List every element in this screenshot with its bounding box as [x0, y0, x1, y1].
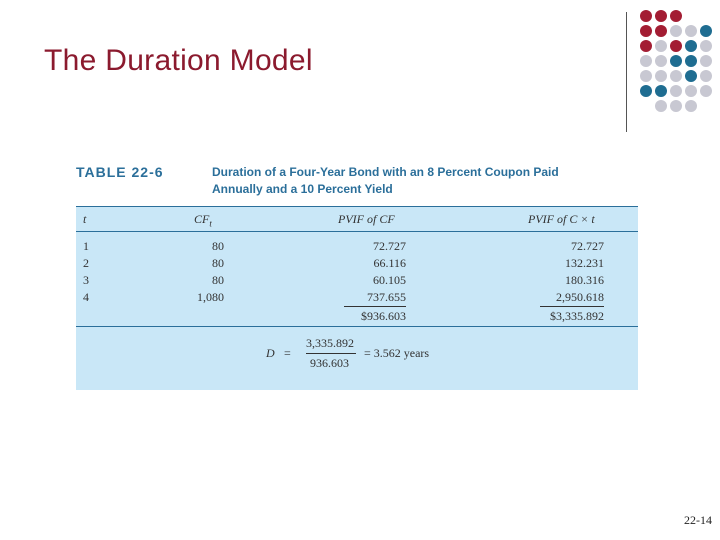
formula-equals: =	[284, 346, 291, 360]
pvif-cf-sum-rule	[344, 306, 406, 307]
slide-title: The Duration Model	[44, 44, 313, 77]
row-1-cf: 80	[212, 239, 224, 253]
decor-dot	[670, 70, 682, 82]
decor-dot	[685, 55, 697, 67]
header-cf-label: CF	[194, 212, 210, 226]
decor-dot	[655, 70, 667, 82]
header-cf: CFt	[194, 212, 212, 228]
decor-dot	[655, 10, 667, 22]
decor-dot	[670, 40, 682, 52]
decor-dot	[670, 55, 682, 67]
decor-dot	[685, 100, 697, 112]
decorative-divider	[626, 12, 627, 132]
decor-dot	[685, 85, 697, 97]
decor-dot	[700, 25, 712, 37]
decor-dot	[700, 70, 712, 82]
table-header: TABLE 22-6 Duration of a Four-Year Bond …	[76, 164, 636, 204]
totals-rule	[76, 326, 638, 327]
row-4-t: 4	[83, 290, 89, 304]
decor-dot	[685, 40, 697, 52]
page-number: 22-14	[684, 513, 712, 527]
row-2-t: 2	[83, 256, 89, 270]
total-pvif-cf: $936.603	[361, 309, 406, 323]
decor-dot	[640, 40, 652, 52]
formula-denominator: 936.603	[310, 356, 349, 370]
decor-dot	[640, 10, 652, 22]
decor-dot	[655, 85, 667, 97]
decor-dot	[670, 25, 682, 37]
row-3-cf: 80	[212, 273, 224, 287]
decor-dot	[655, 55, 667, 67]
row-1-t: 1	[83, 239, 89, 253]
row-2-pvif-cf: 66.116	[373, 256, 406, 270]
row-3-pvif-cf: 60.105	[373, 273, 406, 287]
decor-dot	[700, 40, 712, 52]
row-2-pvif-ct: 132.231	[565, 256, 604, 270]
decor-dot	[670, 100, 682, 112]
formula-result: = 3.562 years	[364, 346, 430, 360]
decor-dot	[670, 10, 682, 22]
row-4-cf: 1,080	[197, 290, 224, 304]
header-rule	[76, 231, 638, 232]
fraction-bar	[306, 353, 356, 354]
row-1-pvif-ct: 72.727	[571, 239, 604, 253]
decor-dot	[655, 100, 667, 112]
header-pvif-ct: PVIF of C × t	[528, 212, 595, 226]
decor-dot	[685, 25, 697, 37]
header-pvif-cf: PVIF of CF	[338, 212, 395, 226]
decor-dot	[655, 40, 667, 52]
row-3-pvif-ct: 180.316	[565, 273, 604, 287]
pvif-ct-sum-rule	[540, 306, 604, 307]
row-4-pvif-ct: 2,950.618	[556, 290, 604, 304]
decor-dot	[655, 25, 667, 37]
header-t: t	[83, 212, 87, 226]
decor-dot	[640, 55, 652, 67]
decor-dot	[640, 70, 652, 82]
decor-dot	[700, 55, 712, 67]
table-number: TABLE 22-6	[76, 164, 164, 180]
table-caption-line-2: Annually and a 10 Percent Yield	[212, 182, 393, 196]
total-pvif-ct: $3,335.892	[550, 309, 604, 323]
decor-dot	[685, 70, 697, 82]
row-2-cf: 80	[212, 256, 224, 270]
decor-dot	[670, 85, 682, 97]
header-cf-subscript: t	[209, 218, 212, 229]
table-top-rule	[76, 206, 638, 207]
decor-dot	[640, 85, 652, 97]
table-caption: Duration of a Four-Year Bond with an 8 P…	[212, 164, 642, 198]
row-4-pvif-cf: 737.655	[367, 290, 406, 304]
formula-numerator: 3,335.892	[306, 336, 354, 350]
duration-table: t CFt PVIF of CF PVIF of C × t 1 80 72.7…	[76, 206, 638, 390]
decor-dot	[700, 85, 712, 97]
row-3-t: 3	[83, 273, 89, 287]
table-caption-line-1: Duration of a Four-Year Bond with an 8 P…	[212, 165, 559, 179]
formula-lhs: D	[266, 346, 275, 360]
duration-formula: D = 3,335.892 936.603 = 3.562 years	[266, 336, 486, 376]
row-1-pvif-cf: 72.727	[373, 239, 406, 253]
decor-dot	[640, 25, 652, 37]
